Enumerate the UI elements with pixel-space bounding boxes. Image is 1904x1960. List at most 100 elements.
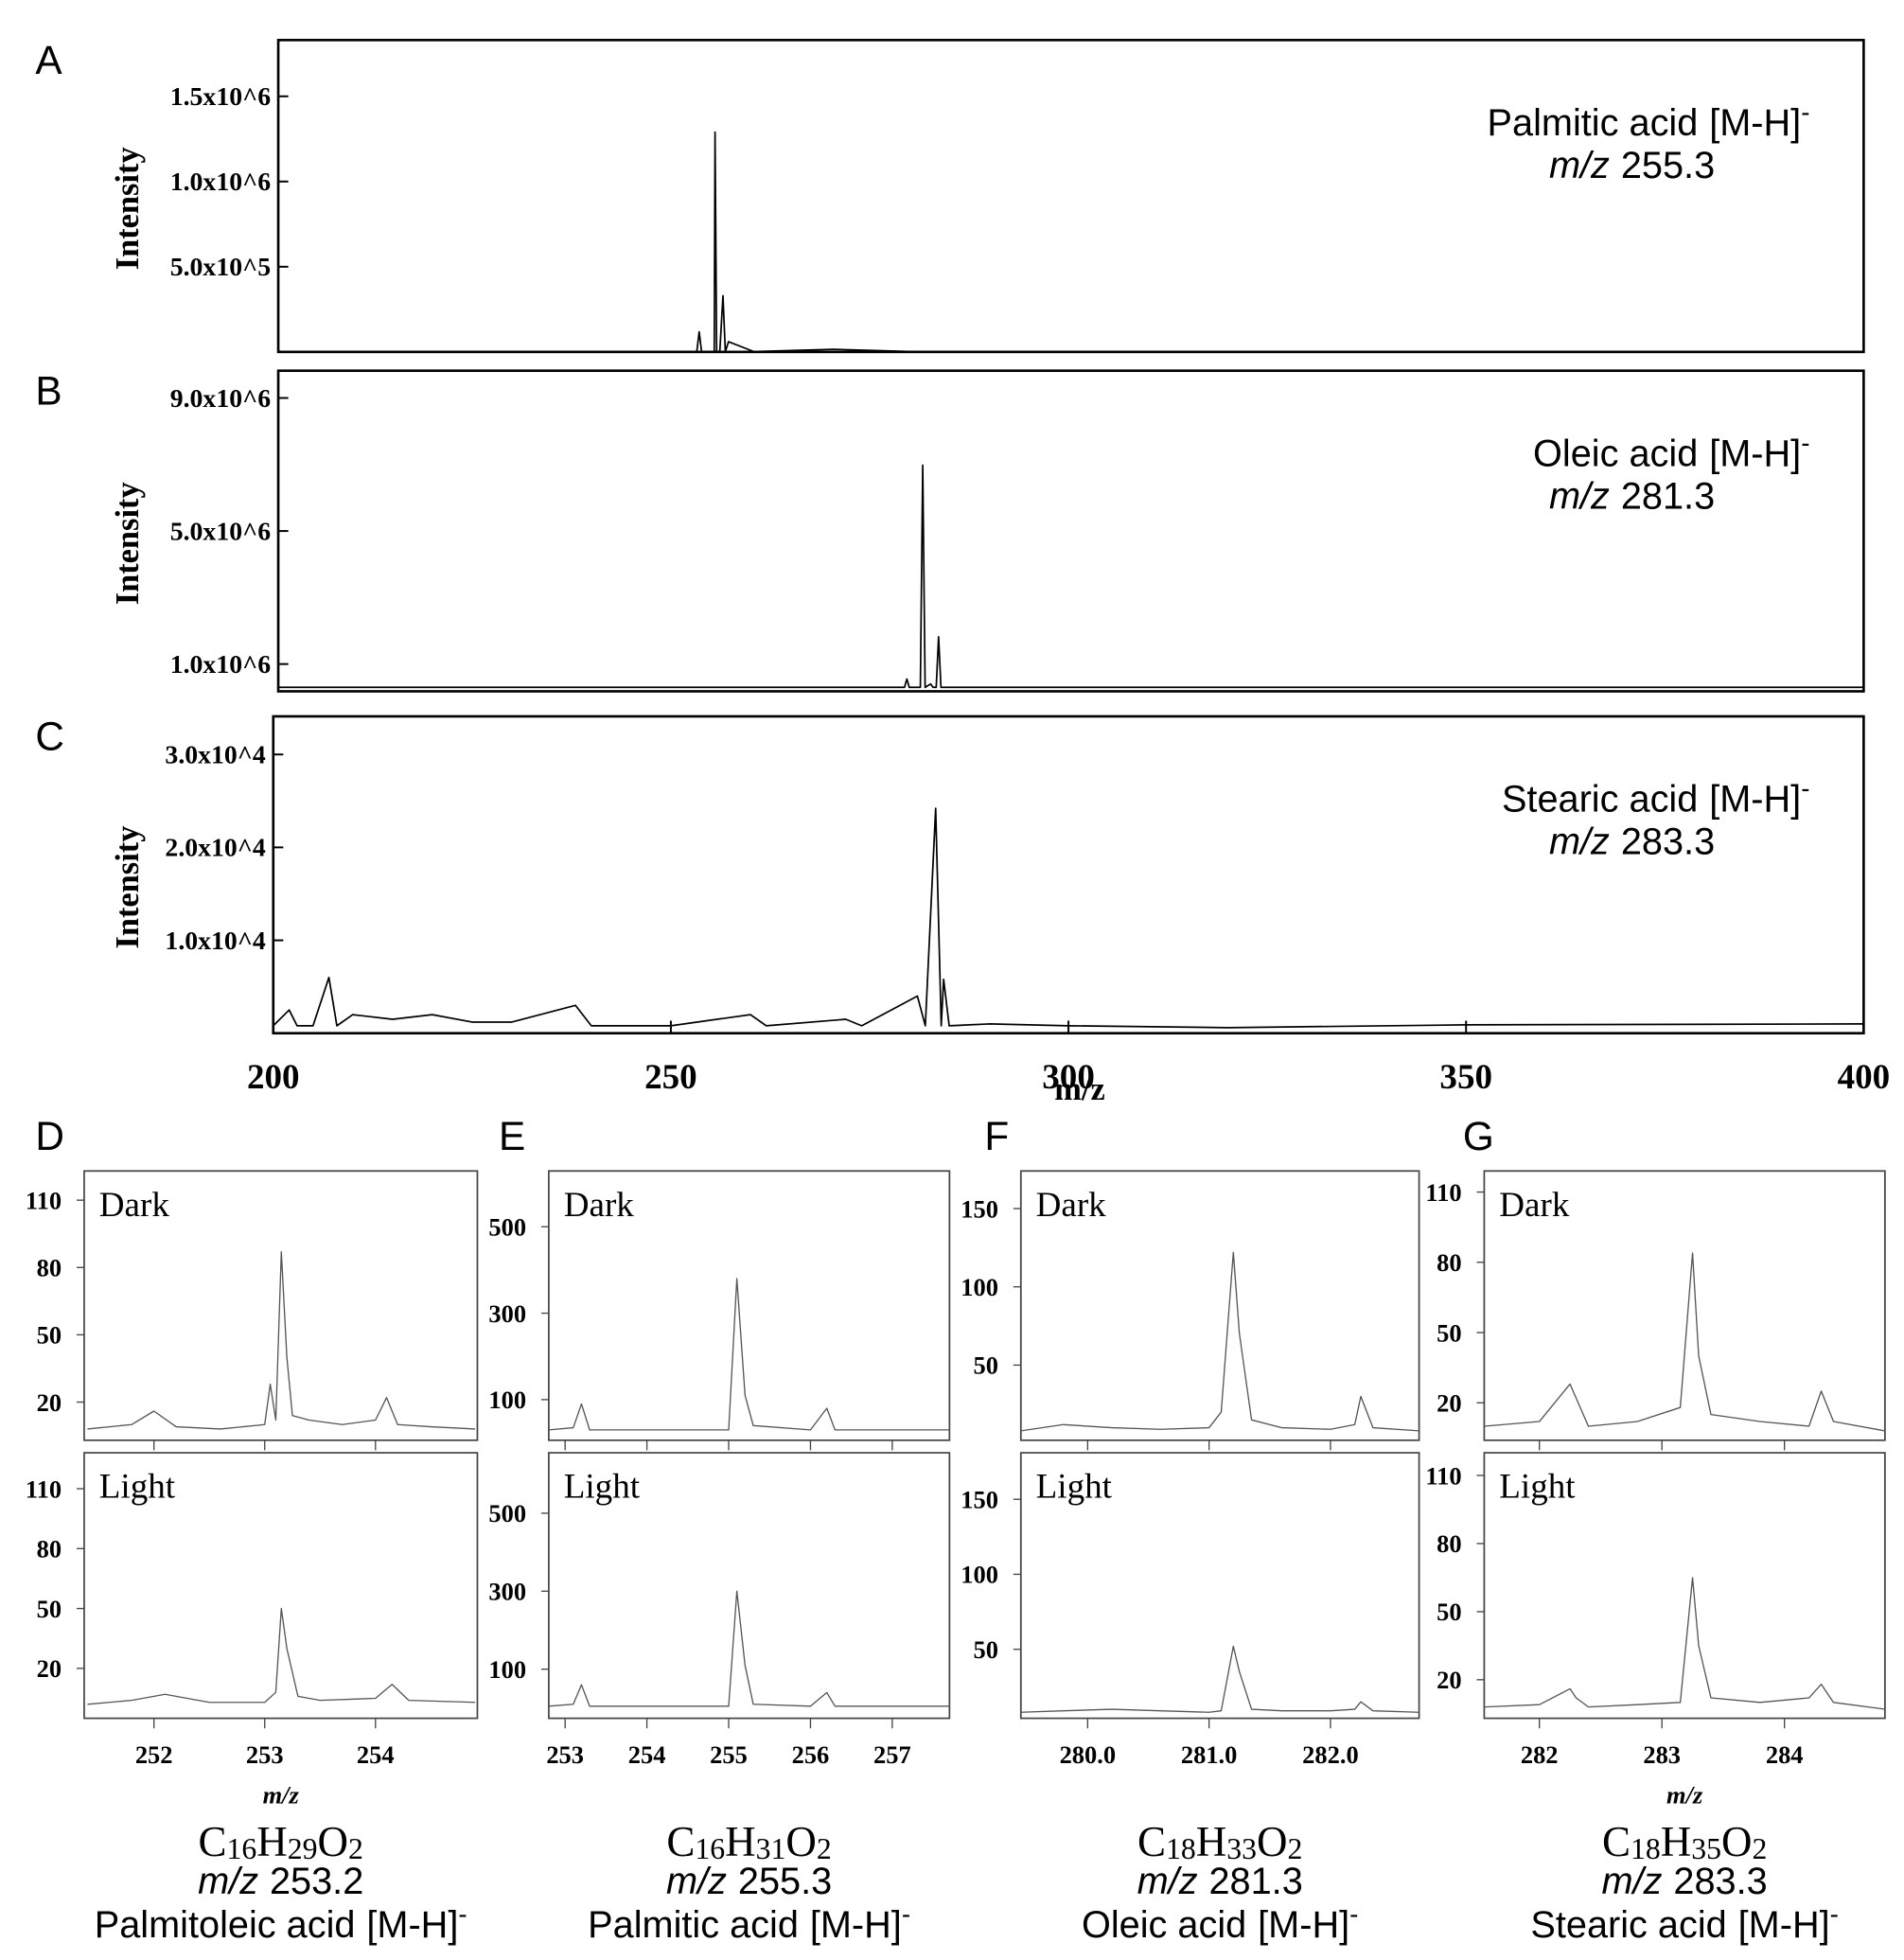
y-tick-label: 300	[488, 1578, 526, 1606]
ion-label: [M-H]	[1738, 1904, 1830, 1946]
mz-label: m/z 281.3	[1549, 475, 1715, 517]
mz-value: 281.3	[1621, 475, 1715, 517]
x-axis-label: m/z	[1054, 1071, 1104, 1107]
y-tick-label: 80	[37, 1254, 62, 1282]
subplot-title: Dark	[99, 1186, 170, 1225]
charge-label: -	[1830, 1899, 1839, 1929]
plot-frame	[1019, 1170, 1420, 1441]
y-tick-label: 20	[1437, 1388, 1461, 1417]
y-tick-label: 110	[26, 1474, 62, 1503]
y-tick-label: 50	[1437, 1318, 1461, 1347]
compound-name: Palmitic acid	[588, 1904, 799, 1946]
mz-label: m/z 283.3	[1549, 821, 1715, 863]
spectrum-line	[278, 464, 1864, 689]
ion-label: [M-H]	[1709, 102, 1801, 144]
y-tick-label: 50	[1437, 1598, 1461, 1626]
formula-subscript: 31	[756, 1832, 786, 1865]
mz-label: m/z 253.2	[198, 1861, 363, 1902]
mz-prefix: m/z	[198, 1861, 258, 1902]
mz-prefix: m/z	[1137, 1861, 1198, 1902]
y-tick-label: 50	[37, 1595, 62, 1623]
subplot-title: Light	[564, 1468, 641, 1507]
compound-label: Palmitic acid [M-H]-	[1488, 97, 1810, 144]
x-axis-label: m/z	[263, 1781, 300, 1810]
panel-letter: F	[984, 1114, 1009, 1158]
y-tick-label: 50	[37, 1321, 62, 1350]
spectrum-line	[87, 1607, 476, 1705]
panel-letter: A	[35, 38, 62, 82]
y-tick-label: 50	[974, 1635, 998, 1664]
x-tick-label: 282.0	[1302, 1740, 1359, 1769]
x-tick-label: 400	[1838, 1058, 1891, 1097]
mz-prefix: m/z	[1549, 475, 1610, 517]
y-tick-label: 110	[1425, 1178, 1461, 1207]
compound-name: Stearic acid	[1502, 779, 1698, 821]
spectrum-line	[1020, 1251, 1419, 1432]
plot-frame	[1483, 1170, 1886, 1441]
formula: C16H29O2	[199, 1818, 363, 1865]
plot-frame	[548, 1170, 951, 1441]
y-tick-label: 5.0x10^6	[170, 517, 271, 546]
compound-label: Oleic acid [M-H]-	[1082, 1899, 1358, 1946]
y-tick-label: 9.0x10^6	[170, 384, 271, 414]
y-tick-label: 1.0x10^4	[165, 927, 265, 956]
y-axis-label: Intensity	[110, 482, 146, 605]
x-tick-label: 256	[792, 1740, 830, 1769]
subplot-title: Dark	[1499, 1186, 1570, 1225]
formula-element: H	[1196, 1818, 1227, 1865]
x-tick-label: 250	[644, 1058, 697, 1097]
spectrum-line	[548, 1590, 950, 1707]
plot-frame	[548, 1452, 951, 1720]
x-tick-label: 257	[873, 1740, 911, 1769]
panel-letter: G	[1463, 1114, 1494, 1158]
ion-label: [M-H]	[1709, 433, 1801, 474]
compound-name: Palmitoleic acid	[95, 1904, 356, 1946]
plot-frame	[1483, 1452, 1886, 1720]
formula-element: O	[785, 1818, 816, 1865]
mz-label: m/z 283.3	[1602, 1861, 1768, 1902]
formula-element: C	[666, 1818, 695, 1865]
mz-value: 255.3	[738, 1861, 832, 1902]
x-tick-label: 350	[1439, 1058, 1492, 1097]
spectrum-line	[548, 1278, 950, 1431]
y-tick-label: 80	[1437, 1529, 1461, 1558]
y-tick-label: 500	[488, 1212, 526, 1241]
formula-subscript: 35	[1691, 1832, 1721, 1865]
formula-element: H	[725, 1818, 756, 1865]
y-tick-label: 2.0x10^4	[165, 834, 265, 863]
x-tick-label: 252	[135, 1740, 173, 1769]
y-tick-label: 110	[1425, 1461, 1461, 1490]
x-tick-label: 255	[710, 1740, 748, 1769]
formula: C16H31O2	[666, 1818, 831, 1865]
panel-letter: C	[35, 715, 64, 759]
x-tick-label: 284	[1766, 1740, 1804, 1769]
subplot-title: Dark	[1036, 1186, 1107, 1225]
x-tick-label: 200	[247, 1058, 300, 1097]
y-tick-label: 300	[488, 1299, 526, 1328]
charge-label: -	[1801, 97, 1809, 126]
compound-label: Oleic acid [M-H]-	[1533, 428, 1809, 475]
y-tick-label: 80	[1437, 1248, 1461, 1277]
formula-subscript: 33	[1226, 1832, 1257, 1865]
y-tick-label: 100	[488, 1386, 526, 1414]
formula-subscript: 18	[1631, 1832, 1661, 1865]
y-tick-label: 3.0x10^4	[165, 740, 265, 769]
y-tick-label: 100	[961, 1273, 998, 1301]
mz-value: 255.3	[1621, 145, 1715, 186]
spectrum-line	[273, 807, 1864, 1029]
y-tick-label: 1.0x10^6	[170, 650, 271, 680]
y-tick-label: 20	[37, 1654, 62, 1683]
y-tick-label: 500	[488, 1499, 526, 1527]
formula: C18H33O2	[1137, 1818, 1302, 1865]
spectrum-line	[1020, 1645, 1419, 1713]
formula-subscript: 2	[348, 1832, 363, 1865]
panel-letter: B	[35, 368, 62, 413]
formula-subscript: 2	[817, 1832, 832, 1865]
formula-subscript: 2	[1288, 1832, 1303, 1865]
x-tick-label: 300	[1042, 1058, 1095, 1097]
formula-element: O	[1257, 1818, 1288, 1865]
x-axis-label: m/z	[1666, 1781, 1703, 1810]
plot-frame	[276, 39, 1865, 354]
x-tick-label: 282	[1521, 1740, 1559, 1769]
charge-label: -	[458, 1899, 467, 1929]
